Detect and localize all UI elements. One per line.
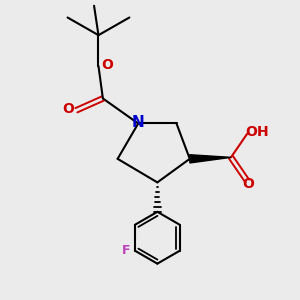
Text: O: O xyxy=(243,177,255,191)
Text: O: O xyxy=(246,125,257,139)
Text: O: O xyxy=(101,58,113,72)
Text: N: N xyxy=(131,115,144,130)
Text: F: F xyxy=(122,244,130,257)
Text: H: H xyxy=(257,125,268,139)
Text: O: O xyxy=(62,102,74,116)
Polygon shape xyxy=(190,155,231,163)
